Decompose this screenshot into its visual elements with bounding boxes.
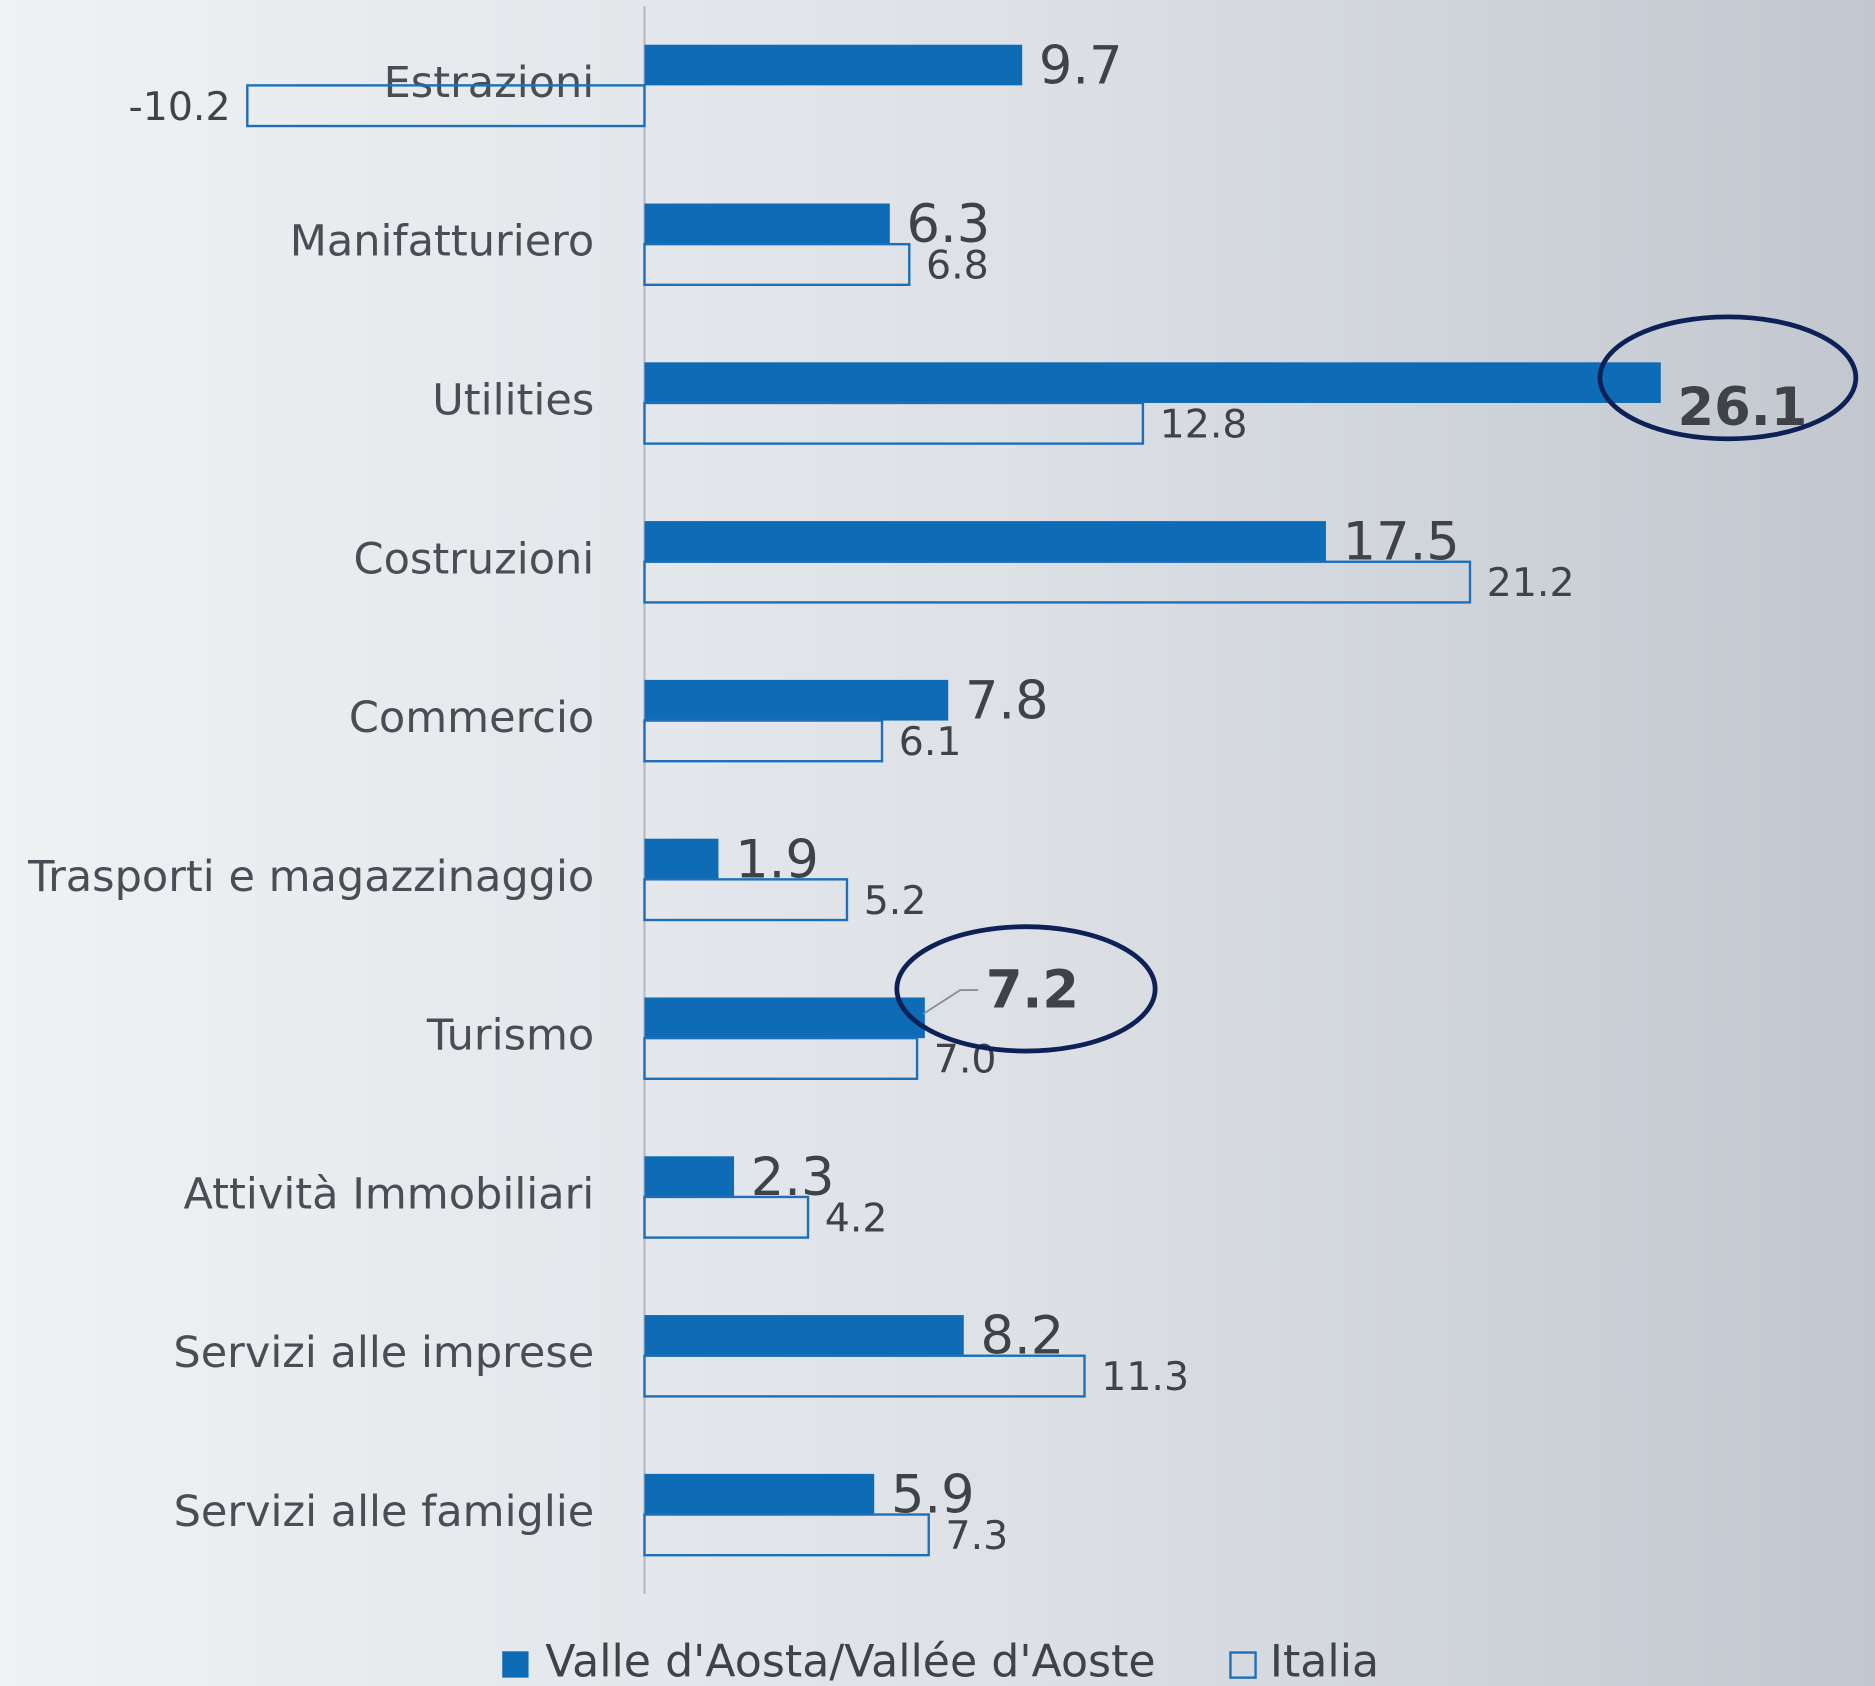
data-label: 7.2 [986,959,1079,1020]
data-label: 7.8 [965,670,1049,731]
bar [643,560,1472,604]
bar [246,84,646,128]
bar [643,878,849,922]
category-label: Turismo [426,1011,594,1061]
bar [643,719,884,763]
category-label: Utilities [432,375,594,425]
data-label: 17.5 [1343,512,1460,573]
bar [644,203,890,245]
bar [644,1156,735,1197]
bar [643,1195,810,1239]
bar [644,838,719,880]
category-label: Costruzioni [354,534,595,584]
data-label: 9.7 [1039,35,1123,96]
bar [643,1513,930,1557]
bar [644,1473,875,1515]
bar [643,1354,1086,1398]
bar [644,679,949,721]
bar [644,362,1661,403]
data-label: 6.1 [899,719,962,765]
bar [643,401,1145,445]
category-label: Trasporti e magazzinaggio [27,852,594,902]
data-label: 5.2 [864,878,927,924]
plot-area: Estrazioni 9.7 -10.2 Manifatturiero 6.36.8 Ut… [27,5,1808,1594]
highlight-ellipse [1597,314,1859,442]
legend-swatch [1229,1651,1257,1679]
category-label: Estrazioni [384,58,595,108]
category-label: Servizi alle famiglie [174,1487,595,1537]
data-label: -10.2 [129,84,231,130]
category-label: Manifatturiero [290,217,594,267]
data-label: 8.2 [981,1306,1065,1367]
category-label: Commercio [349,693,594,743]
data-label: 1.9 [735,829,819,890]
legend-label: Valle d'Aosta/Vallée d'Aoste [545,1636,1155,1686]
category-label: Attività Immobiliari [183,1169,594,1219]
data-label: 12.8 [1160,401,1248,447]
legend-swatch [502,1651,529,1678]
data-label: 26.1 [1678,377,1808,438]
bar [643,1036,919,1080]
category-label: Servizi alle imprese [173,1328,594,1378]
bar [644,521,1326,562]
data-label: 6.8 [926,243,989,289]
data-label: 6.3 [907,194,991,255]
bar [644,44,1023,86]
legend-label: Italia [1270,1636,1379,1686]
data-label: 4.2 [825,1195,888,1241]
leader-line [922,989,979,1015]
bar [643,242,911,287]
bar [644,1315,964,1356]
highlight-ellipse [894,924,1158,1054]
data-label: 11.3 [1101,1354,1189,1400]
bar [644,997,925,1039]
data-label: 2.3 [751,1147,835,1208]
data-label: 7.3 [945,1513,1008,1559]
data-label: 21.2 [1487,560,1575,606]
